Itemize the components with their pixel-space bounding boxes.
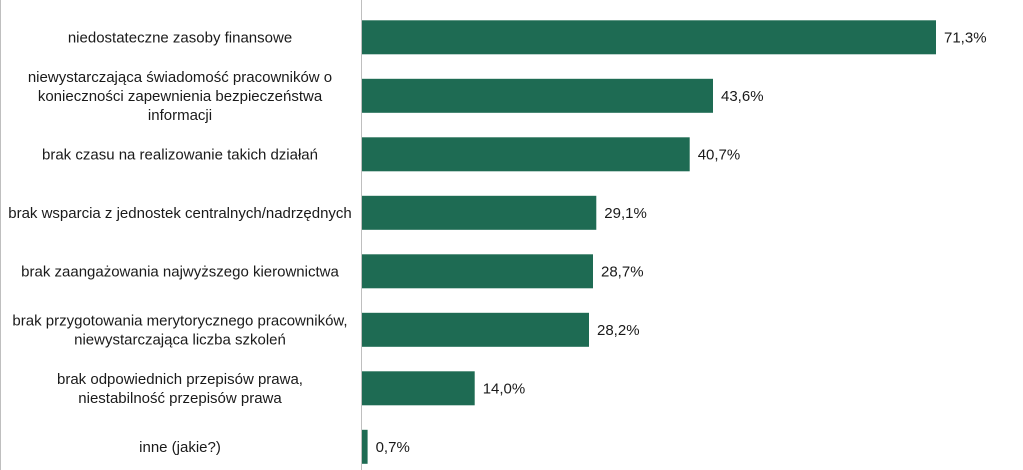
category-labels-group: niedostateczne zasoby finansowe niewystar… bbox=[8, 29, 352, 456]
bar bbox=[362, 78, 713, 113]
data-label: 71,3% bbox=[944, 29, 987, 46]
category-label: brak czasu na realizowanie takich działa… bbox=[42, 146, 318, 163]
category-label-line: brak przygotowania merytorycznego pracow… bbox=[12, 312, 347, 329]
bar bbox=[362, 429, 368, 464]
category-label-line: niewystarczająca świadomość pracowników … bbox=[28, 69, 332, 86]
value-labels-group: 71,3% 43,6% 40,7% 29,1% 28,7% 28,2% 14,0% 0,7% bbox=[376, 29, 987, 456]
category-label: brak przygotowania merytorycznego pracow… bbox=[12, 312, 347, 348]
category-label-line: niestabilność przepisów prawa bbox=[78, 390, 282, 407]
data-label: 14,0% bbox=[483, 380, 526, 397]
category-label-line: brak odpowiednich przepisów prawa, bbox=[57, 371, 303, 388]
category-label-line: niewystarczająca liczba szkoleń bbox=[74, 331, 286, 348]
category-label: niewystarczająca świadomość pracowników … bbox=[28, 69, 332, 124]
data-label: 28,7% bbox=[601, 263, 644, 280]
bar bbox=[362, 312, 589, 347]
category-label-line: inne (jakie?) bbox=[139, 439, 221, 456]
data-label: 29,1% bbox=[604, 205, 647, 222]
bar bbox=[362, 20, 936, 55]
category-label-line: informacji bbox=[148, 107, 212, 124]
data-label: 43,6% bbox=[721, 88, 764, 105]
bar bbox=[362, 195, 597, 230]
bars-group bbox=[362, 20, 936, 464]
data-label: 28,2% bbox=[597, 322, 640, 339]
category-label: inne (jakie?) bbox=[139, 439, 221, 456]
category-label-line: konieczności zapewnienia bezpieczeństwa bbox=[38, 88, 323, 105]
bar bbox=[362, 254, 593, 289]
data-label: 40,7% bbox=[698, 146, 741, 163]
category-label-line: brak zaangażowania najwyższego kierownic… bbox=[21, 263, 339, 280]
category-label: brak zaangażowania najwyższego kierownic… bbox=[21, 263, 339, 280]
bar bbox=[362, 371, 475, 406]
data-label: 0,7% bbox=[376, 439, 410, 456]
category-label: brak odpowiednich przepisów prawa, niesta… bbox=[57, 371, 303, 407]
bar bbox=[362, 137, 690, 172]
category-label-line: brak czasu na realizowanie takich działa… bbox=[42, 146, 318, 163]
category-label: brak wsparcia z jednostek centralnych/na… bbox=[8, 205, 352, 222]
category-label: niedostateczne zasoby finansowe bbox=[68, 29, 292, 46]
category-label-line: brak wsparcia z jednostek centralnych/na… bbox=[8, 205, 352, 222]
category-label-line: niedostateczne zasoby finansowe bbox=[68, 29, 292, 46]
